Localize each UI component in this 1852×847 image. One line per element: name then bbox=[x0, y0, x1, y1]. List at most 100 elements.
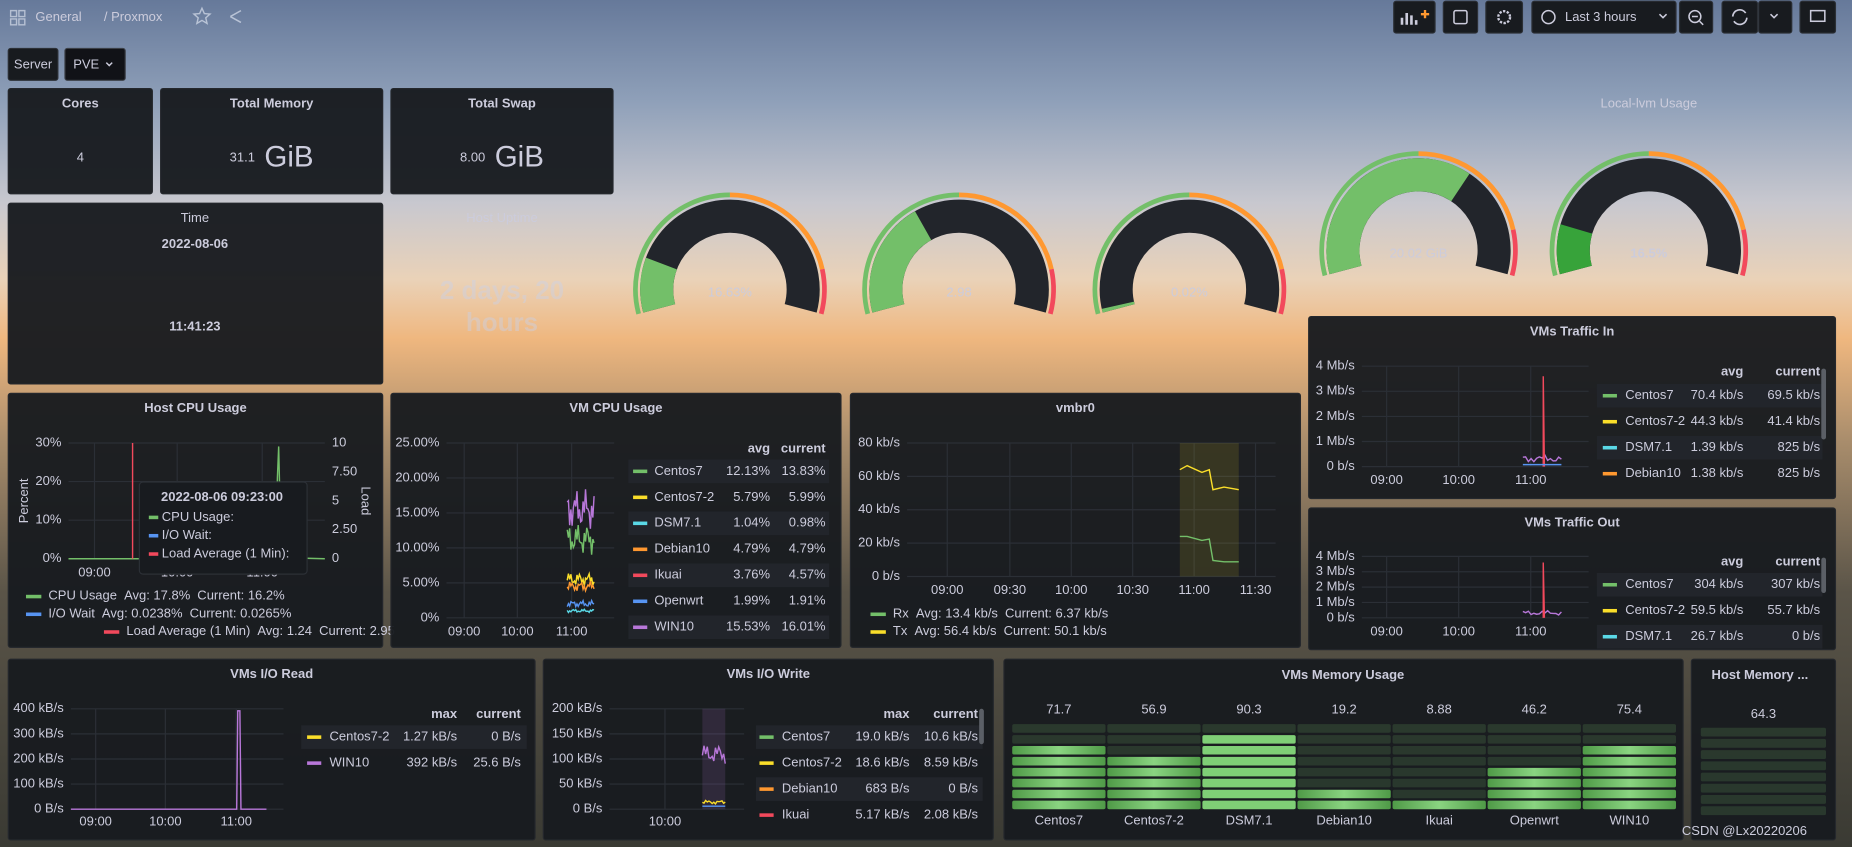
bar-segment bbox=[1202, 735, 1296, 744]
view-mode-button[interactable] bbox=[1799, 0, 1837, 34]
tooltip-item: I/O Wait: bbox=[162, 527, 212, 542]
legend-swatch bbox=[633, 495, 648, 500]
bar-segment bbox=[1392, 756, 1486, 766]
legend-swatch bbox=[759, 735, 774, 739]
add-panel-button[interactable] bbox=[1393, 0, 1436, 34]
bar-segment bbox=[1392, 800, 1486, 810]
memory-name: WIN10 bbox=[1610, 812, 1650, 827]
legend-swatch bbox=[307, 735, 322, 739]
legend-swatch bbox=[1602, 608, 1617, 613]
legend-value: 0 B/s bbox=[491, 729, 521, 744]
star-icon[interactable] bbox=[192, 6, 212, 25]
memory-name: Centos7 bbox=[1035, 812, 1083, 827]
time-range: Last 3 hours bbox=[1565, 9, 1637, 24]
memory-value: 75.4 bbox=[1617, 701, 1642, 716]
legend-swatch bbox=[759, 761, 774, 765]
memory-name: Openwrt bbox=[1510, 812, 1559, 827]
legend-header: max bbox=[883, 706, 910, 721]
series-line bbox=[566, 525, 595, 555]
gauge-threshold bbox=[1418, 151, 1516, 231]
legend-name: Load Average (1 Min) bbox=[126, 623, 250, 638]
stat-value: 31.1 GiB bbox=[230, 140, 314, 173]
legend-value: 3.76% bbox=[733, 567, 770, 582]
stat-panel bbox=[7, 88, 153, 195]
tooltip-swatch bbox=[148, 552, 159, 556]
tooltip-item: CPU Usage: bbox=[162, 509, 234, 524]
legend-entry: Load Average (1 Min) Avg: 1.24 Current: 2.… bbox=[126, 623, 395, 638]
bar-segment bbox=[1700, 772, 1827, 782]
gauge-value: 16.63% bbox=[708, 284, 752, 299]
bar-segment bbox=[1700, 795, 1827, 804]
uptime-title: Host Uptime bbox=[466, 210, 537, 225]
bar-segment bbox=[1107, 724, 1201, 733]
dashboard-name: / Proxmox bbox=[104, 9, 163, 24]
legend-value: 4.79% bbox=[789, 541, 826, 556]
memory-value: 19.2 bbox=[1331, 701, 1356, 716]
legend-swatch bbox=[1602, 582, 1617, 587]
bar-segment bbox=[1582, 778, 1677, 788]
y-tick-label: 3 Mb/s bbox=[1316, 383, 1355, 398]
bar-segment bbox=[1487, 778, 1581, 788]
legend-header: current bbox=[476, 706, 521, 721]
uptime-box: 2 days, 20 hours bbox=[440, 275, 564, 336]
gauge-title: Local-lvm Usage bbox=[1600, 95, 1697, 110]
stat-unit: GiB bbox=[495, 140, 544, 173]
legend-value: 2.08 kB/s bbox=[924, 807, 979, 822]
refresh-button[interactable] bbox=[1721, 0, 1759, 34]
time-picker[interactable] bbox=[1531, 0, 1677, 34]
y-tick-label: 100 kB/s bbox=[552, 750, 603, 765]
bar-segment bbox=[1107, 767, 1201, 777]
gauge-threshold bbox=[1319, 151, 1419, 277]
gauge-value: 2.98 bbox=[946, 284, 971, 299]
legend-value: 392 kB/s bbox=[407, 755, 458, 770]
scrollbar bbox=[1821, 368, 1827, 440]
gauge-track bbox=[1099, 199, 1280, 313]
dashboards-icon bbox=[9, 9, 26, 26]
share-icon[interactable] bbox=[229, 9, 242, 24]
legend-swatch bbox=[870, 612, 886, 617]
y-tick-label: 2 Mb/s bbox=[1316, 579, 1355, 594]
legend-entry: I/O Wait Avg: 0.0238% Current: 0.0265% bbox=[48, 606, 291, 621]
bar-segment bbox=[1487, 800, 1581, 810]
legend-name: WIN10 bbox=[330, 755, 370, 770]
legend-stat: Avg: 0.0238% bbox=[102, 606, 183, 621]
variable-select[interactable] bbox=[64, 47, 126, 81]
bar-segment bbox=[1700, 761, 1827, 771]
series-area bbox=[1179, 442, 1239, 577]
series-line bbox=[70, 710, 267, 810]
gauge-threshold bbox=[862, 192, 960, 315]
panel-title: VMs I/O Read bbox=[230, 666, 313, 681]
legend-swatch bbox=[633, 547, 648, 552]
settings-button[interactable] bbox=[1485, 0, 1524, 34]
x-tick-label: 10:00 bbox=[1055, 582, 1087, 597]
x-tick-label: 09:00 bbox=[931, 582, 963, 597]
x-tick-label: 09:00 bbox=[1370, 623, 1402, 638]
legend-swatch bbox=[1602, 471, 1617, 476]
host-memory-panel bbox=[1690, 658, 1837, 841]
legend-row bbox=[628, 459, 830, 484]
legend-value: 1.99% bbox=[733, 593, 770, 608]
y-tick-label: 0 B/s bbox=[573, 801, 603, 816]
legend-value: 26.7 kb/s bbox=[1691, 628, 1744, 643]
time-panel bbox=[7, 202, 384, 385]
x-tick-label: 11:00 bbox=[1515, 623, 1547, 638]
gauge-value: 20.02 GiB bbox=[1390, 245, 1448, 260]
variable-label-text: Server bbox=[14, 56, 53, 71]
legend-name: Debian10 bbox=[1625, 465, 1681, 480]
legend-value: 4.57% bbox=[789, 567, 826, 582]
legend-value: 307 kb/s bbox=[1771, 576, 1821, 591]
legend-value: 4.79% bbox=[733, 541, 770, 556]
legend-name: Centos7 bbox=[782, 729, 830, 744]
legend-value: 1.38 kb/s bbox=[1691, 465, 1744, 480]
bar-segment bbox=[1202, 800, 1296, 810]
save-button[interactable] bbox=[1442, 0, 1479, 34]
legend-entry: CPU Usage Avg: 17.8% Current: 16.2% bbox=[48, 588, 285, 603]
bar-segment bbox=[1487, 756, 1581, 766]
gauge-fill bbox=[640, 257, 678, 313]
stat-title: Total Memory bbox=[230, 95, 314, 110]
bar-segment bbox=[1582, 724, 1677, 733]
y-tick-label: 20 kb/s bbox=[858, 535, 900, 550]
legend-swatch bbox=[633, 521, 648, 526]
memory-value: 71.7 bbox=[1046, 701, 1071, 716]
legend-swatch bbox=[1602, 445, 1617, 450]
